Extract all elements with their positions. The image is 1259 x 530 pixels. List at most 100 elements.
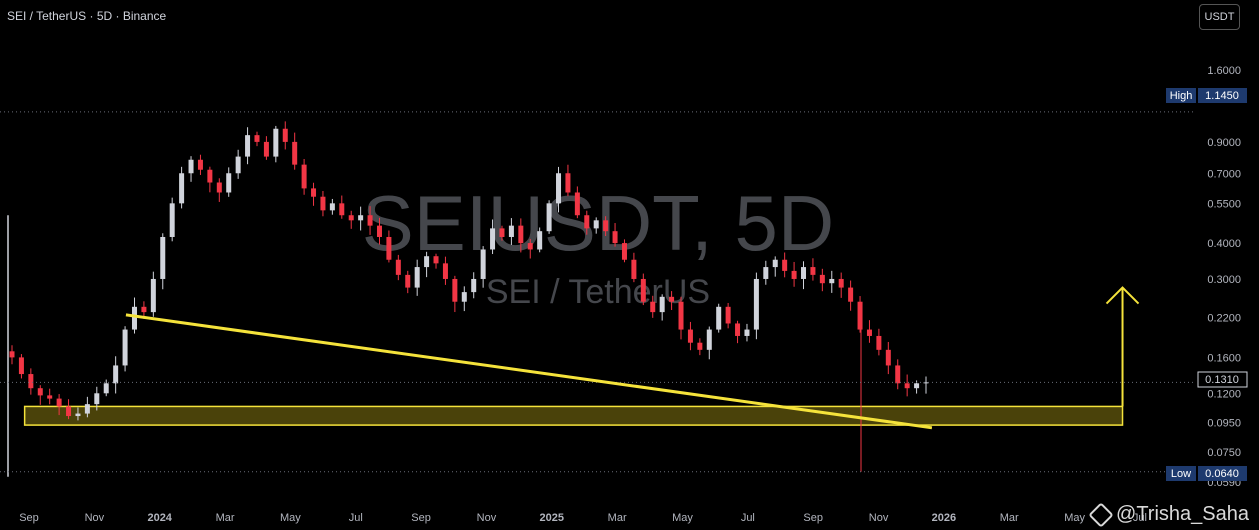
x-tick-label: May: [672, 512, 693, 524]
candle-body: [207, 169, 213, 183]
x-tick-label: 2024: [147, 512, 172, 524]
candle-body: [904, 383, 910, 389]
candle-body: [763, 267, 769, 279]
candle-body: [914, 383, 920, 389]
candle-body: [810, 267, 816, 275]
candle-body: [735, 323, 741, 336]
x-tick-label: 2026: [932, 512, 956, 524]
candle-body: [791, 270, 797, 279]
candle-body: [584, 215, 590, 229]
y-tick-label: 1.6000: [1207, 65, 1241, 77]
low-label: Low: [1171, 468, 1191, 480]
candle-body: [405, 274, 411, 288]
y-tick-label: 0.1600: [1207, 352, 1241, 364]
candle-body: [612, 231, 618, 244]
price-axis[interactable]: 1.60001.30000.90000.70000.55000.40000.30…: [1207, 65, 1241, 489]
candle-body: [725, 306, 731, 324]
low-value: 0.0640: [1205, 468, 1239, 480]
y-tick-label: 0.0950: [1207, 417, 1241, 429]
x-tick-label: Nov: [477, 512, 497, 524]
support-zone-group: [23, 405, 1124, 426]
candle-body: [113, 365, 119, 384]
descending-trendline[interactable]: [125, 313, 933, 430]
candle-body: [744, 329, 750, 336]
candle-body: [518, 225, 524, 244]
candle-body: [386, 236, 392, 260]
last-price-value: 0.1310: [1205, 374, 1239, 386]
candle-body: [329, 203, 335, 211]
target-arrow-head[interactable]: [1105, 286, 1140, 305]
candle-body: [9, 351, 15, 358]
y-tick-label: 0.4000: [1207, 238, 1241, 250]
candle-body: [254, 135, 260, 142]
candle-body: [848, 287, 854, 302]
candle-body: [480, 249, 486, 279]
x-tick-label: Mar: [608, 512, 627, 524]
y-tick-label: 0.1200: [1207, 388, 1241, 400]
candles-group: [7, 121, 929, 477]
candle-body: [565, 173, 571, 193]
watermark-name: SEI / TetherUS: [486, 273, 710, 311]
candle-body: [273, 128, 279, 157]
x-tick-label: 2025: [540, 512, 564, 524]
candle-body: [772, 259, 778, 268]
y-tick-label: 0.9000: [1207, 137, 1241, 149]
candle-body: [245, 135, 251, 157]
candle-body: [669, 296, 675, 302]
candle-body: [603, 220, 609, 232]
x-tick-label: Mar: [1000, 512, 1019, 524]
candle-body: [160, 236, 166, 279]
candle-body: [631, 259, 637, 279]
x-tick-label: Nov: [85, 512, 105, 524]
high-label: High: [1170, 90, 1193, 102]
candle-body: [650, 301, 656, 313]
candle-body: [923, 382, 929, 384]
candle-body: [320, 196, 326, 211]
candle-body: [697, 342, 703, 350]
candle-body: [179, 173, 185, 204]
candle-body: [66, 406, 72, 417]
candle-body: [442, 263, 448, 279]
time-axis[interactable]: Sep Nov 2024 Mar May Jul Sep Nov 2025 Mar May Jul Se…: [19, 512, 1147, 524]
candle-body: [358, 215, 364, 221]
candle-body: [94, 393, 100, 405]
candle-body: [122, 329, 128, 366]
symbol-legend-title[interactable]: SEI / TetherUS · 5D · Binance: [7, 9, 167, 23]
candle-body: [282, 128, 288, 142]
candle-body: [490, 228, 496, 250]
candle-body: [301, 164, 307, 189]
low-label-badge: [1166, 466, 1196, 481]
candle-body: [687, 329, 693, 343]
low-value-badge: [1198, 466, 1247, 481]
candle-body: [574, 192, 580, 216]
currency-button[interactable]: USDT: [1199, 4, 1240, 30]
candle-body: [47, 395, 53, 399]
candle-body: [395, 259, 401, 275]
candle-body: [367, 215, 373, 226]
high-value-badge: [1198, 88, 1247, 103]
candle-body: [556, 173, 562, 204]
candle-body: [226, 173, 232, 193]
candle-body: [188, 159, 194, 174]
candle-body: [866, 329, 872, 336]
candle-body: [311, 188, 317, 197]
candle-body: [857, 301, 863, 330]
candle-body: [895, 365, 901, 384]
candle-body: [716, 306, 722, 330]
support-zone[interactable]: [23, 405, 1124, 426]
candle-body: [829, 278, 835, 284]
candle-body: [263, 141, 269, 157]
x-tick-label: Jul: [349, 512, 363, 524]
candle-body: [150, 278, 156, 313]
candle-body: [838, 278, 844, 288]
candle-body: [292, 141, 298, 165]
author-handle: @Trisha_Saha: [1116, 503, 1249, 525]
candle-body: [508, 225, 514, 237]
candle-body: [537, 231, 543, 250]
x-tick-label: Nov: [869, 512, 889, 524]
candle-body: [141, 306, 147, 313]
x-tick-label: May: [1064, 512, 1085, 524]
candle-body: [131, 306, 137, 330]
